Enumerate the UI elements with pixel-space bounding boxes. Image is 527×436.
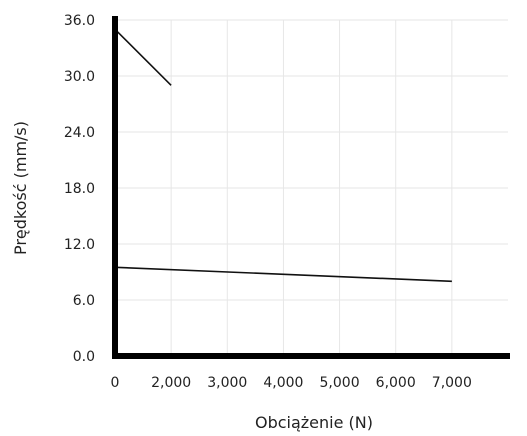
x-tick-labels: 0 2,000 3,000 4,000 5,000 6,000 7,000 (111, 375, 472, 391)
x-tick-label: 0 (111, 375, 120, 391)
x-tick-label: 6,000 (376, 375, 416, 391)
x-tick-label: 4,000 (263, 375, 303, 391)
series-line-1 (114, 28, 172, 86)
axes (112, 16, 510, 359)
x-axis-title: Obciążenie (N) (255, 413, 373, 432)
x-tick-label: 3,000 (207, 375, 247, 391)
x-tick-label: 7,000 (432, 375, 472, 391)
y-axis-title: Prędkość (mm/s) (11, 121, 30, 255)
series-line-2 (114, 266, 452, 283)
y-tick-label: 12.0 (64, 237, 95, 253)
y-tick-label: 30.0 (64, 69, 95, 85)
y-tick-label: 6.0 (73, 293, 95, 309)
y-tick-label: 0.0 (73, 349, 95, 365)
y-tick-labels: 0.0 6.0 12.0 18.0 24.0 30.0 36.0 (64, 13, 95, 365)
y-tick-label: 24.0 (64, 125, 95, 141)
x-tick-label: 2,000 (151, 375, 191, 391)
series-lines (114, 28, 452, 283)
grid-lines (115, 19, 508, 356)
x-tick-label: 5,000 (320, 375, 360, 391)
y-tick-label: 36.0 (64, 13, 95, 29)
y-tick-label: 18.0 (64, 181, 95, 197)
